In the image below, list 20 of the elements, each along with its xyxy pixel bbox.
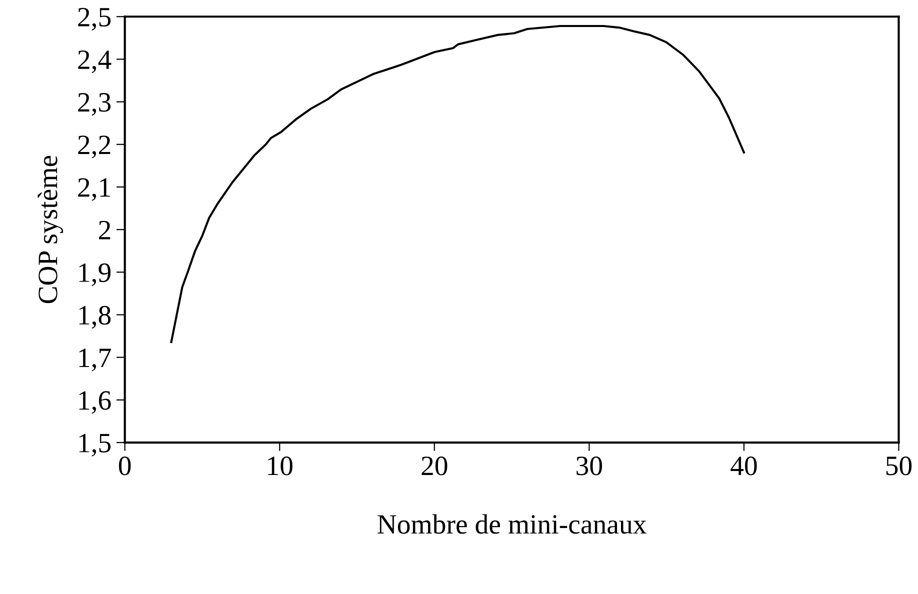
- x-tick-label: 40: [730, 456, 757, 476]
- x-tick-label: 20: [422, 456, 448, 476]
- x-tick-label: 50: [886, 456, 912, 476]
- y-axis-title: COP système: [38, 156, 64, 304]
- y-tick-label: 1,5: [79, 434, 111, 456]
- line-series: [170, 24, 745, 344]
- y-tick-label: 2,1: [78, 178, 110, 201]
- y-tick-label: 1,6: [79, 391, 111, 414]
- y-tick-label: 2,2: [78, 136, 110, 158]
- x-axis-title: Nombre de mini-canaux: [378, 514, 646, 534]
- y-tick-label: 1,7: [79, 348, 111, 372]
- y-tick-label: 2,3: [78, 93, 111, 116]
- y-tick-label: 2,5: [78, 8, 111, 31]
- y-tick-label: 1,9: [79, 263, 111, 286]
- y-tick-label: 2: [98, 220, 110, 240]
- y-tick-label: 2,4: [78, 50, 112, 74]
- x-tick-label: 30: [576, 456, 602, 476]
- y-tick-label: 1,8: [79, 306, 111, 329]
- x-tick-label: 0: [118, 456, 131, 476]
- x-tick-label: 10: [268, 456, 292, 476]
